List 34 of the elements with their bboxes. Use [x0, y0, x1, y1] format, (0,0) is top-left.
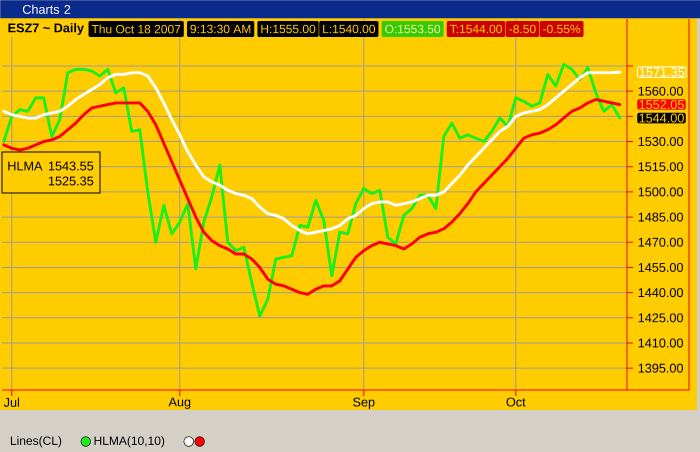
y-tick-label: 1410.00: [638, 338, 683, 348]
annotation: 1543.55: [48, 162, 94, 170]
annotation: HLMA: [8, 162, 42, 170]
y-tick-label: 1530.00: [638, 137, 683, 146]
annotation: H:1555.00: [261, 24, 316, 34]
x-tick-label: Jul: [4, 398, 20, 407]
data-label: 1552.05: [640, 100, 684, 110]
annotation: -0.55%: [543, 24, 580, 34]
y-tick-label: 1440.00: [638, 288, 683, 298]
y-tick-label: 1485.00: [638, 212, 683, 222]
y-tick-label: 1560.00: [638, 86, 683, 96]
data-label: 1544.00: [640, 114, 684, 123]
y-tick-label: 1470.00: [638, 238, 683, 247]
annotation: T:1544.00: [450, 24, 502, 34]
annotation: O:1553.50: [385, 24, 440, 34]
line-series: [2, 62, 622, 318]
annotation: 1525.35: [48, 176, 94, 186]
data-label: 1571.35: [640, 68, 684, 77]
annotation: Thu Oct 18 2007: [92, 24, 180, 34]
y-tick-label: 1515.00: [638, 162, 683, 172]
annotation: L:1540.00: [323, 24, 376, 34]
y-tick-label: 1500.00: [638, 187, 683, 196]
text: Charts 2: [22, 4, 70, 14]
legend-label: HLMA(10,10): [94, 436, 164, 448]
chart-title: ESZ7 ~ Daily: [8, 23, 84, 35]
y-tick-label: 1455.00: [638, 262, 683, 272]
x-tick-label: Sep: [353, 398, 375, 410]
annotation: 9:13:30 AM: [190, 24, 250, 34]
y-tick-label: 1425.00: [638, 313, 683, 322]
y-tick-label: 1395.00: [638, 364, 683, 373]
legend-label: Lines(CL): [10, 436, 62, 448]
x-tick-label: Oct: [506, 398, 526, 407]
annotation: -8.50: [509, 24, 536, 34]
x-tick-label: Aug: [168, 398, 190, 409]
